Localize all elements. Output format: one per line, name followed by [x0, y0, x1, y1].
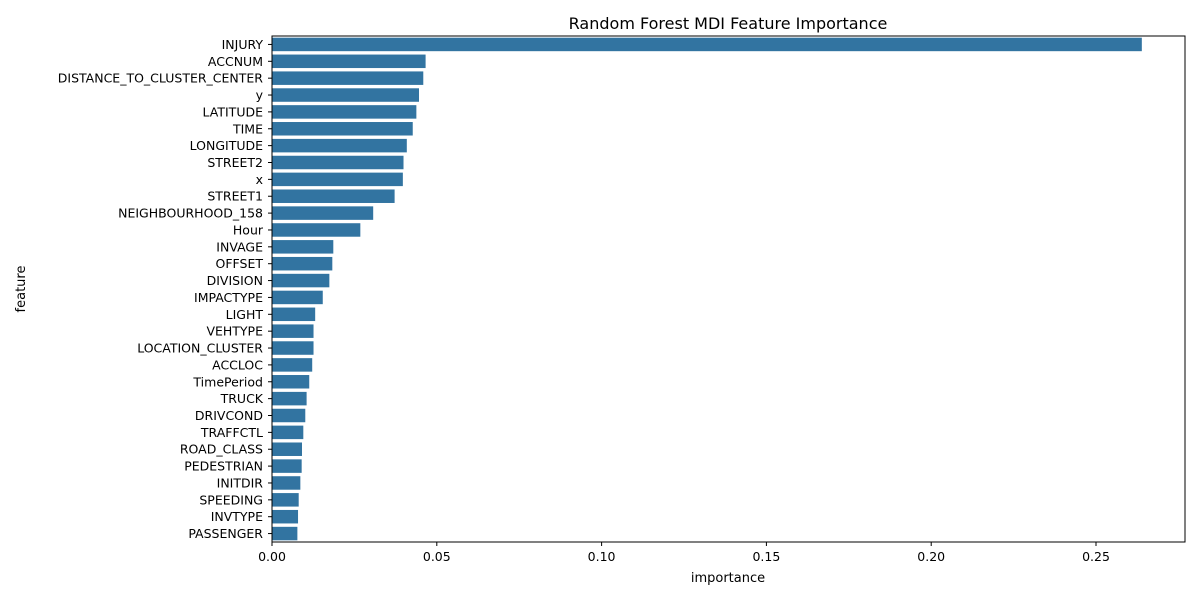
bar: [272, 425, 304, 440]
y-tick-label: STREET1: [207, 189, 263, 204]
y-tick-label: IMPACTYPE: [194, 290, 263, 305]
y-tick-label: LATITUDE: [203, 104, 264, 119]
bar: [272, 442, 302, 456]
x-axis-label: importance: [691, 571, 765, 586]
y-tick-label: ACCNUM: [208, 54, 263, 69]
x-tick-label: 0.15: [752, 549, 780, 564]
y-tick-label: PASSENGER: [188, 526, 263, 541]
bar: [272, 172, 403, 187]
bar: [272, 105, 417, 119]
y-tick-label: TRAFFCTL: [200, 425, 263, 440]
y-tick-label: PEDESTRIAN: [184, 459, 263, 474]
x-ticks: 0.00 0.05 0.10 0.15 0.20 0.25: [258, 542, 1110, 564]
bar: [272, 459, 302, 473]
y-tick-label: y: [256, 88, 264, 103]
bar: [272, 256, 333, 271]
y-tick-label: DIVISION: [207, 273, 263, 288]
bar: [272, 54, 426, 69]
y-tick-label: x: [256, 172, 263, 187]
y-tick-label: LOCATION_CLUSTER: [137, 341, 263, 356]
y-tick-label: DISTANCE_TO_CLUSTER_CENTER: [58, 71, 264, 86]
bar: [272, 290, 323, 305]
bar: [272, 240, 334, 254]
y-tick-label: VEHTYPE: [206, 324, 263, 339]
y-tick-labels: INJURYACCNUMDISTANCE_TO_CLUSTER_CENTERyL…: [58, 37, 272, 541]
bar: [272, 358, 313, 372]
y-tick-label: INITDIR: [217, 475, 264, 490]
bar: [272, 138, 407, 153]
y-tick-label: Hour: [233, 222, 264, 237]
x-tick-label: 0.00: [258, 549, 286, 564]
y-tick-label: INJURY: [222, 37, 264, 52]
y-tick-label: TRUCK: [220, 391, 264, 406]
y-tick-label: LONGITUDE: [190, 138, 263, 153]
bar: [272, 341, 314, 355]
y-tick-label: ACCLOC: [212, 357, 263, 372]
y-tick-label: LIGHT: [226, 307, 264, 322]
bar: [272, 493, 299, 507]
y-tick-label: STREET2: [207, 155, 263, 170]
y-tick-label: ROAD_CLASS: [180, 442, 263, 457]
bar: [272, 375, 310, 389]
y-tick-label: OFFSET: [216, 256, 264, 271]
bar: [272, 307, 316, 322]
y-tick-label: TIME: [232, 121, 263, 136]
bar: [272, 476, 301, 490]
bar: [272, 37, 1142, 52]
y-tick-label: TimePeriod: [192, 374, 263, 389]
bar: [272, 189, 395, 203]
bar: [272, 273, 330, 288]
plot-frame: [271, 35, 1186, 543]
y-tick-label: INVTYPE: [211, 509, 263, 524]
bar: [272, 526, 298, 541]
bar: [272, 122, 413, 136]
bar: [272, 408, 306, 423]
bars-group: [272, 37, 1142, 541]
bar: [272, 391, 307, 406]
bar: [272, 509, 299, 524]
y-tick-label: NEIGHBOURHOOD_158: [118, 206, 263, 221]
y-axis-label: feature: [14, 266, 29, 313]
x-tick-label: 0.20: [917, 549, 945, 564]
bar: [272, 88, 420, 102]
bar: [272, 324, 314, 338]
bar: [272, 155, 404, 170]
x-tick-label: 0.25: [1082, 549, 1110, 564]
bar: [272, 206, 374, 220]
y-tick-label: DRIVCOND: [195, 408, 263, 423]
x-tick-label: 0.05: [423, 549, 451, 564]
y-tick-label: INVAGE: [216, 239, 263, 254]
chart-title: Random Forest MDI Feature Importance: [569, 14, 888, 33]
bar: [272, 71, 424, 85]
bar: [272, 223, 361, 237]
x-tick-label: 0.10: [588, 549, 616, 564]
y-tick-label: SPEEDING: [199, 492, 263, 507]
